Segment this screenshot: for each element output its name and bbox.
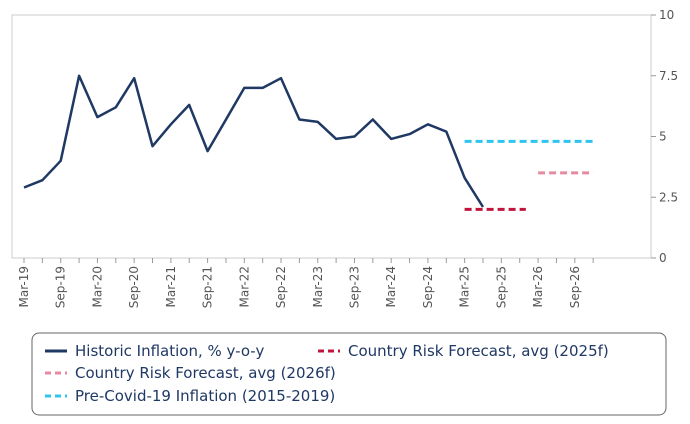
x-tick-label: Mar-24	[384, 266, 398, 307]
y-tick-label: 2.5	[659, 190, 678, 204]
x-tick-label: Mar-26	[531, 266, 545, 307]
legend-label-3: Pre-Covid-19 Inflation (2015-2019)	[75, 387, 335, 405]
legend: Historic Inflation, % y-o-y Country Risk …	[31, 332, 667, 416]
y-tick-label: 5	[659, 130, 667, 144]
x-axis: Mar-19 Sep-19 Mar-20 Sep-20 Mar-21 Sep-21 Mar-…	[17, 258, 594, 308]
y-tick-label: 10	[659, 8, 674, 22]
x-tick-label: Sep-19	[54, 266, 68, 308]
x-tick-label: Sep-22	[274, 266, 288, 308]
legend-label-0: Historic Inflation, % y-o-y	[75, 342, 264, 360]
series-group	[23, 74, 594, 211]
legend-box	[31, 332, 667, 416]
x-tick-label: Mar-22	[237, 266, 251, 307]
series-line-0	[23, 74, 485, 208]
x-tick-label: Sep-26	[568, 266, 582, 308]
legend-label-2: Country Risk Forecast, avg (2026f)	[75, 364, 336, 382]
x-tick-label: Sep-25	[494, 266, 508, 308]
y-tick-label: 0	[659, 251, 667, 265]
x-tick-label: Sep-24	[421, 266, 435, 308]
x-tick-label: Mar-25	[458, 266, 472, 307]
x-tick-label: Sep-21	[201, 266, 215, 308]
plot-area	[11, 14, 652, 259]
x-tick-label: Mar-20	[90, 266, 104, 307]
x-tick-label: Sep-20	[127, 266, 141, 308]
x-tick-label: Mar-21	[164, 266, 178, 307]
x-tick-label: Mar-23	[311, 266, 325, 307]
legend-label-1: Country Risk Forecast, avg (2025f)	[348, 342, 609, 360]
x-tick-label: Mar-19	[17, 266, 31, 307]
x-tick-label: Sep-23	[347, 266, 361, 308]
y-axis: 0 2.5 5 7.5 10	[651, 8, 678, 265]
y-tick-label: 7.5	[659, 69, 678, 83]
